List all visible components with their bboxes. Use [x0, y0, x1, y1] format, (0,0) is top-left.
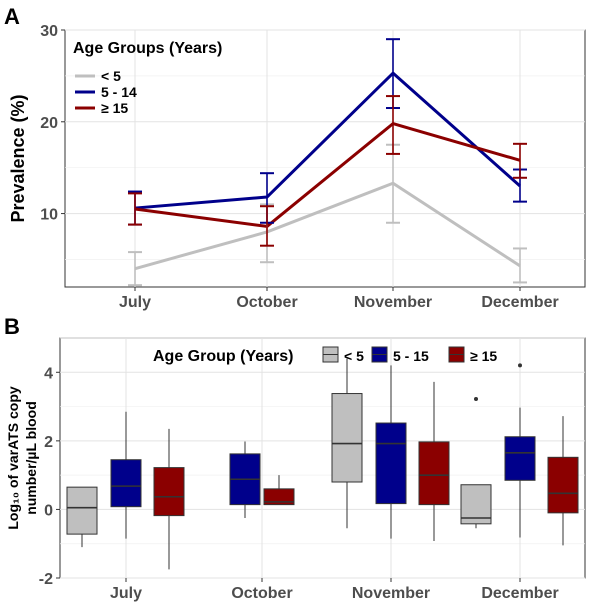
legend-label-5: < 5 — [101, 68, 121, 84]
x-tick-label-july: July — [119, 294, 151, 311]
legend-title: Age Groups (Years) — [73, 40, 222, 57]
box-15-july — [153, 467, 185, 517]
y-axis-label: Prevalence (%) — [8, 94, 28, 222]
panel-b-box-plot: -2 0 2 4 July October November December Age Grou… — [4, 314, 586, 602]
box-15-october — [263, 488, 295, 506]
x-tick-label-october: October — [236, 294, 297, 311]
box-5-november — [331, 393, 363, 483]
x-tick-label-november: November — [352, 585, 430, 602]
series-line-5-14 — [134, 71, 521, 210]
y-tick-label: 10 — [40, 207, 58, 224]
box-15-december — [547, 456, 579, 514]
legend-title: Age Group (Years) — [153, 348, 293, 365]
series-line-15 — [134, 122, 521, 228]
panel-label: B — [4, 314, 20, 339]
x-tick-label-december: December — [481, 585, 558, 602]
panel-a-line-chart: 10 20 30 July October November December Age Gro… — [4, 4, 586, 311]
outlier-point-5-december — [474, 397, 478, 402]
y-tick-label: 20 — [40, 115, 58, 132]
y-axis-label-line2: number/µL blood — [23, 401, 39, 515]
x-tick-label-november: November — [354, 294, 432, 311]
y-tick-label: 0 — [44, 502, 53, 519]
y-axis-label-line1: Log₁₀ of varATS copy — [5, 386, 21, 530]
y-tick-label: -2 — [39, 571, 53, 588]
panel-label: A — [4, 4, 20, 29]
plot-area — [59, 337, 586, 579]
x-tick-label-october: October — [231, 585, 292, 602]
outlier-point-5-15-december — [518, 363, 522, 368]
series-line-5 — [134, 181, 521, 271]
y-tick-label: 30 — [40, 23, 58, 40]
legend-label-5-15: 5 - 15 — [393, 348, 429, 364]
legend-label-5: < 5 — [344, 348, 364, 364]
legend-label-5-14: 5 - 14 — [101, 84, 137, 100]
y-tick-label: 4 — [44, 365, 53, 382]
x-tick-label-july: July — [110, 585, 142, 602]
x-tick-label-december: December — [481, 294, 558, 311]
box-5-15-july — [110, 459, 142, 508]
legend-label-15: ≥ 15 — [101, 100, 128, 116]
legend-label-15: ≥ 15 — [470, 348, 497, 364]
box-5-15-november — [375, 422, 407, 505]
plot-area — [64, 29, 586, 288]
box-15-november — [418, 441, 450, 506]
box-5-july — [66, 486, 98, 535]
y-tick-label: 2 — [44, 434, 53, 451]
box-5-15-december — [504, 436, 536, 481]
